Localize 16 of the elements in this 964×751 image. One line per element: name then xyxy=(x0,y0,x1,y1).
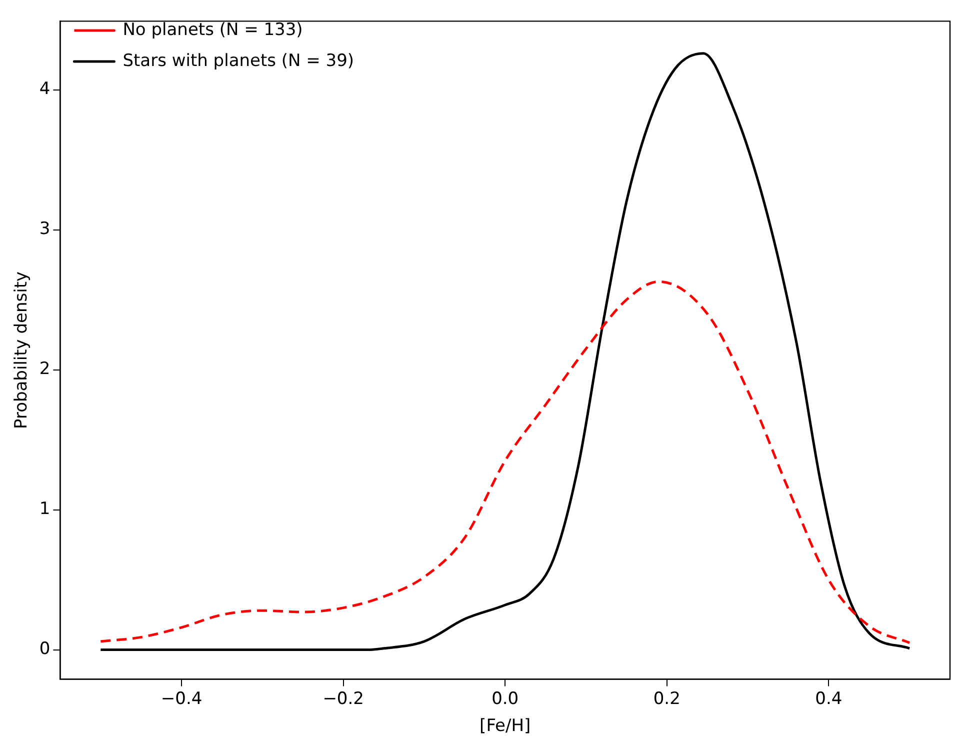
legend-label: Stars with planets (N = 39) xyxy=(122,50,354,71)
y-tick-label: 4 xyxy=(39,79,50,100)
line-series xyxy=(99,280,911,644)
y-tick-label: 1 xyxy=(39,499,50,520)
y-axis-title: Probability density xyxy=(12,271,32,430)
line-series xyxy=(99,52,911,652)
x-tick-label: −0.2 xyxy=(322,688,364,709)
y-tick-label: 2 xyxy=(39,359,50,380)
x-axis-title: [Fe/H] xyxy=(480,716,531,736)
x-tick-label: 0.2 xyxy=(653,688,680,709)
y-tick-label: 0 xyxy=(39,639,50,660)
x-tick-label: 0.0 xyxy=(492,688,519,709)
x-tick-label: −0.4 xyxy=(160,688,202,709)
y-tick-label: 3 xyxy=(39,219,50,240)
x-tick-label: 0.4 xyxy=(815,688,842,709)
legend-label: No planets (N = 133) xyxy=(122,20,303,40)
